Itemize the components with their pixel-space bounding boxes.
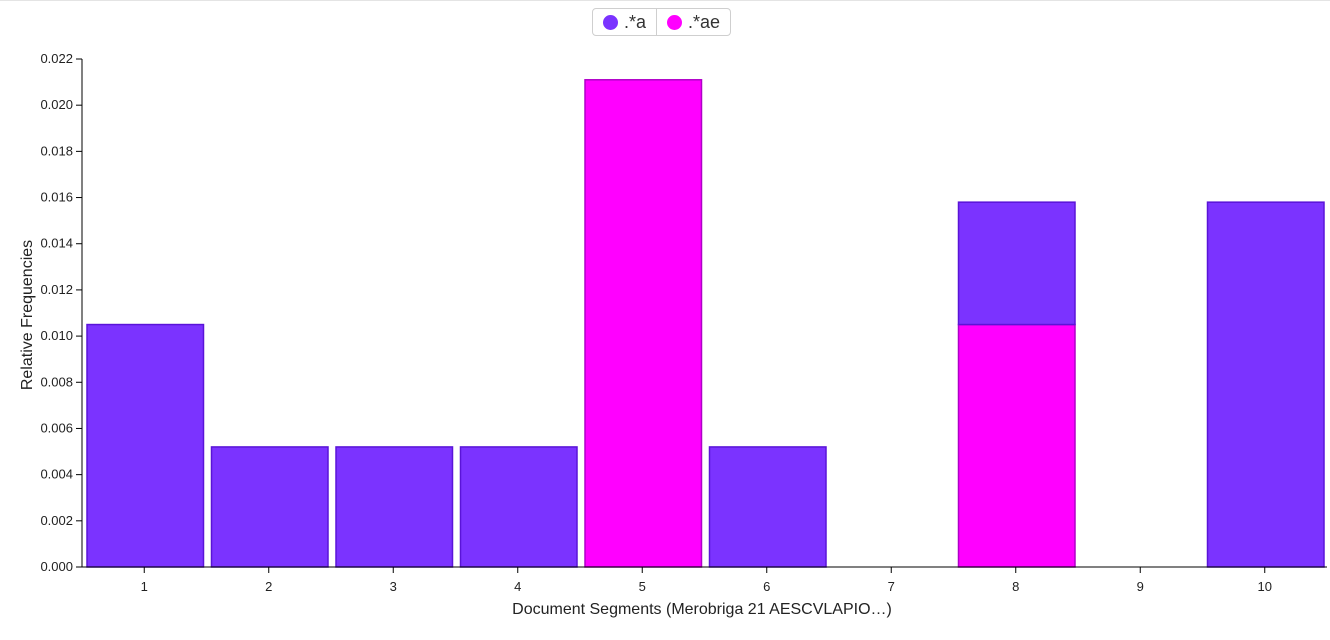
y-tick-label: 0.008 bbox=[40, 374, 73, 389]
legend-item-a[interactable]: .*a bbox=[593, 9, 656, 35]
legend-label-a: .*a bbox=[624, 11, 647, 32]
y-tick-label: 0.020 bbox=[40, 97, 73, 112]
x-axis-title: Document Segments (Merobriga 21 AESCVLAP… bbox=[512, 601, 892, 618]
y-axis-title: Relative Frequencies bbox=[19, 240, 36, 390]
legend-item-ae[interactable]: .*ae bbox=[656, 9, 730, 35]
x-tick-label: 1 bbox=[141, 579, 148, 594]
y-tick-label: 0.000 bbox=[40, 559, 73, 574]
legend-label-ae: .*ae bbox=[688, 11, 721, 32]
y-tick-label: 0.018 bbox=[40, 143, 73, 158]
x-tick-label: 7 bbox=[888, 579, 895, 594]
bars-group bbox=[86, 79, 1325, 568]
y-tick-label: 0.022 bbox=[40, 51, 73, 66]
bar-4-series-1[interactable] bbox=[459, 446, 578, 568]
x-axis: 1 2 3 4 5 6 7 8 9 10 bbox=[82, 566, 1327, 594]
legend-swatch-a bbox=[603, 14, 618, 30]
x-tick-label: 9 bbox=[1137, 579, 1144, 594]
legend: .*a .*ae bbox=[592, 8, 732, 36]
y-axis: 0.000 0.002 0.004 0.006 0.008 0.010 0.012 0.014… bbox=[40, 51, 83, 574]
x-tick-label: 8 bbox=[1012, 579, 1019, 594]
bar-8-series-1[interactable] bbox=[957, 201, 1076, 326]
bar-8-series-0[interactable] bbox=[957, 323, 1076, 568]
y-tick-label: 0.006 bbox=[40, 420, 73, 435]
y-tick-label: 0.016 bbox=[40, 190, 73, 205]
bar-3-series-1[interactable] bbox=[335, 446, 454, 568]
x-tick-label: 4 bbox=[514, 579, 521, 594]
bar-1-series-1[interactable] bbox=[86, 323, 205, 568]
bar-5-series-0[interactable] bbox=[584, 79, 703, 568]
x-tick-label: 5 bbox=[639, 579, 646, 594]
y-tick-label: 0.004 bbox=[40, 467, 73, 482]
legend-swatch-ae bbox=[667, 14, 683, 30]
x-tick-label: 3 bbox=[390, 579, 397, 594]
bar-10-series-1[interactable] bbox=[1206, 201, 1325, 568]
x-tick-label: 6 bbox=[763, 579, 770, 594]
y-tick-label: 0.002 bbox=[40, 513, 73, 528]
bar-2-series-1[interactable] bbox=[210, 446, 329, 568]
bar-6-series-1[interactable] bbox=[708, 446, 827, 568]
y-tick-label: 0.014 bbox=[40, 236, 73, 251]
y-tick-label: 0.010 bbox=[40, 328, 73, 343]
top-divider bbox=[0, 0, 1330, 1]
x-tick-label: 2 bbox=[265, 579, 272, 594]
x-tick-label: 10 bbox=[1258, 579, 1272, 594]
y-tick-label: 0.012 bbox=[40, 282, 73, 297]
